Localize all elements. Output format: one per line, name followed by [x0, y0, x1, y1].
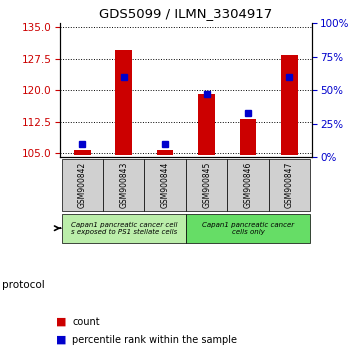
Text: ■: ■	[56, 317, 66, 327]
Bar	[269, 159, 310, 211]
Text: Capan1 pancreatic cancer cell
s exposed to PS1 stellate cells: Capan1 pancreatic cancer cell s exposed …	[70, 222, 177, 235]
Text: GSM900843: GSM900843	[119, 162, 128, 209]
Bar	[186, 159, 227, 211]
Bar	[62, 214, 186, 242]
Text: GSM900845: GSM900845	[202, 162, 211, 209]
Text: GSM900846: GSM900846	[244, 162, 253, 209]
Text: GSM900844: GSM900844	[161, 162, 170, 209]
Bar	[103, 159, 144, 211]
Bar	[186, 214, 310, 242]
Bar	[62, 159, 103, 211]
Text: GSM900847: GSM900847	[285, 162, 294, 209]
Text: protocol: protocol	[2, 280, 44, 290]
Bar	[74, 150, 91, 155]
Text: GSM900842: GSM900842	[78, 162, 87, 209]
Bar	[144, 159, 186, 211]
Bar	[157, 150, 174, 155]
Text: percentile rank within the sample: percentile rank within the sample	[72, 335, 237, 345]
Text: Capan1 pancreatic cancer
cells only: Capan1 pancreatic cancer cells only	[202, 222, 294, 235]
Bar	[240, 119, 256, 155]
Bar	[198, 95, 215, 155]
Title: GDS5099 / ILMN_3304917: GDS5099 / ILMN_3304917	[99, 7, 273, 21]
Bar	[281, 55, 298, 155]
Bar	[116, 50, 132, 155]
Text: count: count	[72, 317, 100, 327]
Text: ■: ■	[56, 335, 66, 345]
Bar	[227, 159, 269, 211]
